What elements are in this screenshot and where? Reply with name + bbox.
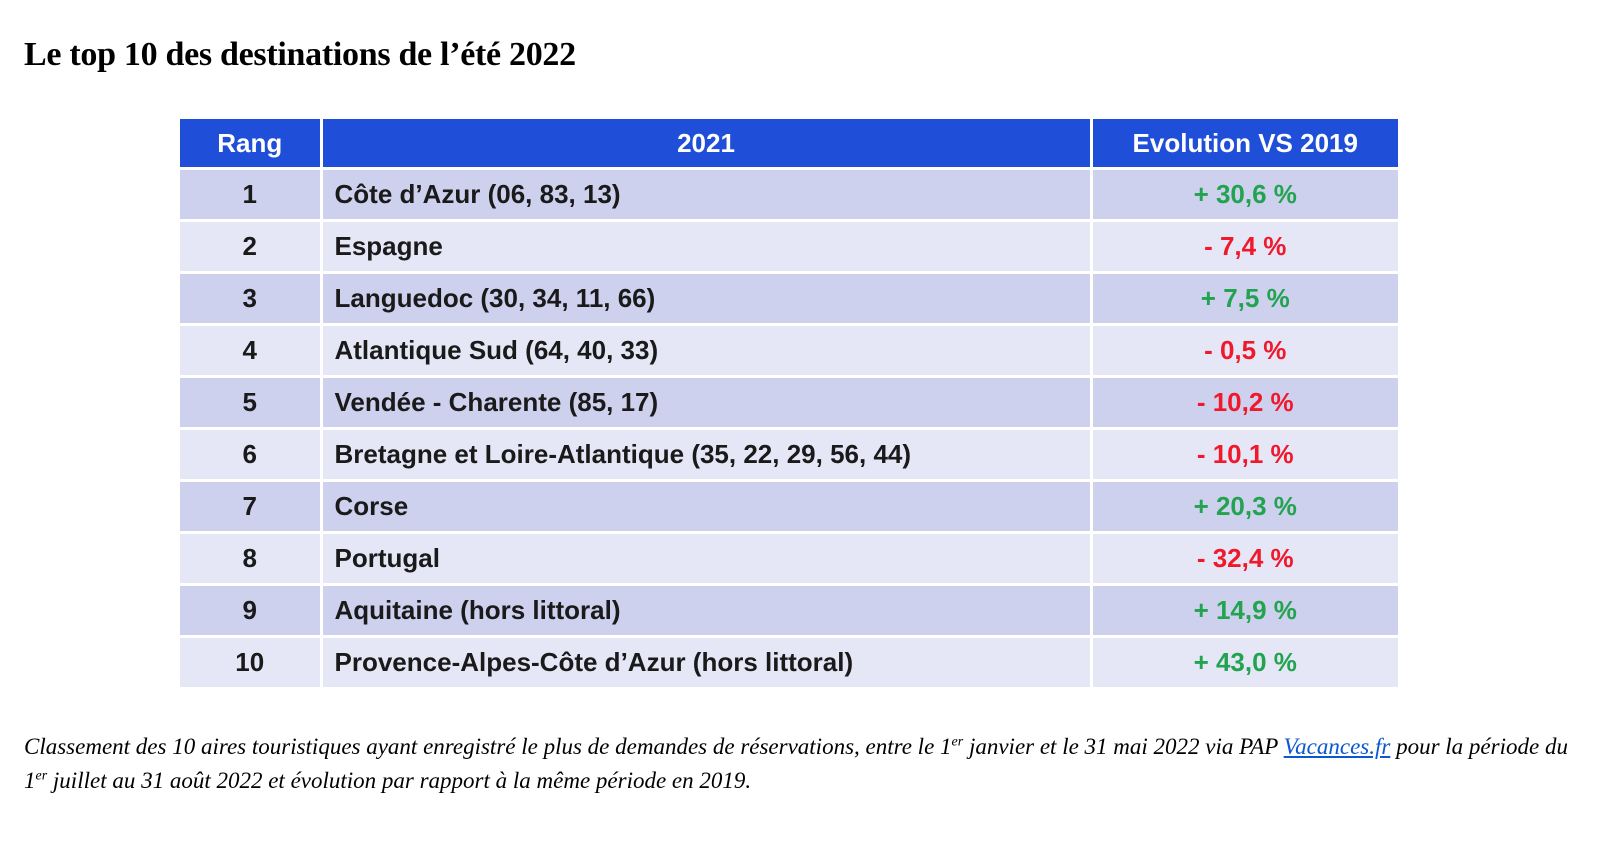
rank-cell: 5 (180, 375, 323, 429)
evolution-cell: + 7,5 % (1091, 271, 1398, 325)
page-title: Le top 10 des destinations de l’été 2022 (24, 36, 576, 73)
table-row: 4 Atlantique Sud (64, 40, 33) - 0,5 % (180, 323, 1398, 377)
destination-cell: Provence-Alpes-Côte d’Azur (hors littora… (321, 635, 1093, 687)
table-row: 1 Côte d’Azur (06, 83, 13) + 30,6 % (180, 167, 1398, 221)
caption-superscript-2: er (35, 768, 48, 784)
table-row: 3 Languedoc (30, 34, 11, 66) + 7,5 % (180, 271, 1398, 325)
rank-cell: 3 (180, 271, 323, 325)
table-row: 5 Vendée - Charente (85, 17) - 10,2 % (180, 375, 1398, 429)
evolution-cell: - 7,4 % (1091, 219, 1398, 273)
destination-cell: Portugal (321, 531, 1093, 585)
evolution-cell: - 0,5 % (1091, 323, 1398, 377)
table-row: 9 Aquitaine (hors littoral) + 14,9 % (180, 583, 1398, 637)
table-caption: Classement des 10 aires touristiques aya… (24, 730, 1584, 798)
evolution-cell: + 14,9 % (1091, 583, 1398, 637)
destination-cell: Aquitaine (hors littoral) (321, 583, 1093, 637)
table-row: 7 Corse + 20,3 % (180, 479, 1398, 533)
vacances-link[interactable]: Vacances.fr (1283, 734, 1391, 759)
rank-cell: 1 (180, 167, 323, 221)
caption-text-2: janvier et le 31 mai 2022 via PAP (963, 734, 1284, 759)
rank-cell: 2 (180, 219, 323, 273)
ranking-table-container: Rang 2021 Evolution VS 2019 1 Côte d’Azu… (180, 119, 1398, 687)
table-row: 8 Portugal - 32,4 % (180, 531, 1398, 585)
caption-text-4: juillet au 31 août 2022 et évolution par… (47, 768, 752, 793)
header-year: 2021 (321, 119, 1093, 169)
caption-superscript-1: er (951, 734, 964, 750)
caption-text-3: pour la période du 1 (24, 734, 1568, 793)
destination-cell: Bretagne et Loire-Atlantique (35, 22, 29… (321, 427, 1093, 481)
rank-cell: 6 (180, 427, 323, 481)
evolution-cell: + 30,6 % (1091, 167, 1398, 221)
rank-cell: 10 (180, 635, 323, 687)
evolution-cell: - 32,4 % (1091, 531, 1398, 585)
header-rank: Rang (180, 119, 323, 169)
evolution-cell: + 20,3 % (1091, 479, 1398, 533)
destination-cell: Atlantique Sud (64, 40, 33) (321, 323, 1093, 377)
table-header-row: Rang 2021 Evolution VS 2019 (180, 119, 1398, 169)
caption-text-1: Classement des 10 aires touristiques aya… (24, 734, 952, 759)
evolution-cell: + 43,0 % (1091, 635, 1398, 687)
rank-cell: 7 (180, 479, 323, 533)
rank-cell: 4 (180, 323, 323, 377)
evolution-cell: - 10,2 % (1091, 375, 1398, 429)
destination-cell: Corse (321, 479, 1093, 533)
table-row: 10 Provence-Alpes-Côte d’Azur (hors litt… (180, 635, 1398, 687)
evolution-cell: - 10,1 % (1091, 427, 1398, 481)
header-evolution: Evolution VS 2019 (1091, 119, 1398, 169)
rank-cell: 9 (180, 583, 323, 637)
destination-cell: Espagne (321, 219, 1093, 273)
table-row: 6 Bretagne et Loire-Atlantique (35, 22, … (180, 427, 1398, 481)
destination-cell: Languedoc (30, 34, 11, 66) (321, 271, 1093, 325)
ranking-table: Rang 2021 Evolution VS 2019 1 Côte d’Azu… (180, 119, 1398, 687)
table-row: 2 Espagne - 7,4 % (180, 219, 1398, 273)
rank-cell: 8 (180, 531, 323, 585)
destination-cell: Vendée - Charente (85, 17) (321, 375, 1093, 429)
destination-cell: Côte d’Azur (06, 83, 13) (321, 167, 1093, 221)
